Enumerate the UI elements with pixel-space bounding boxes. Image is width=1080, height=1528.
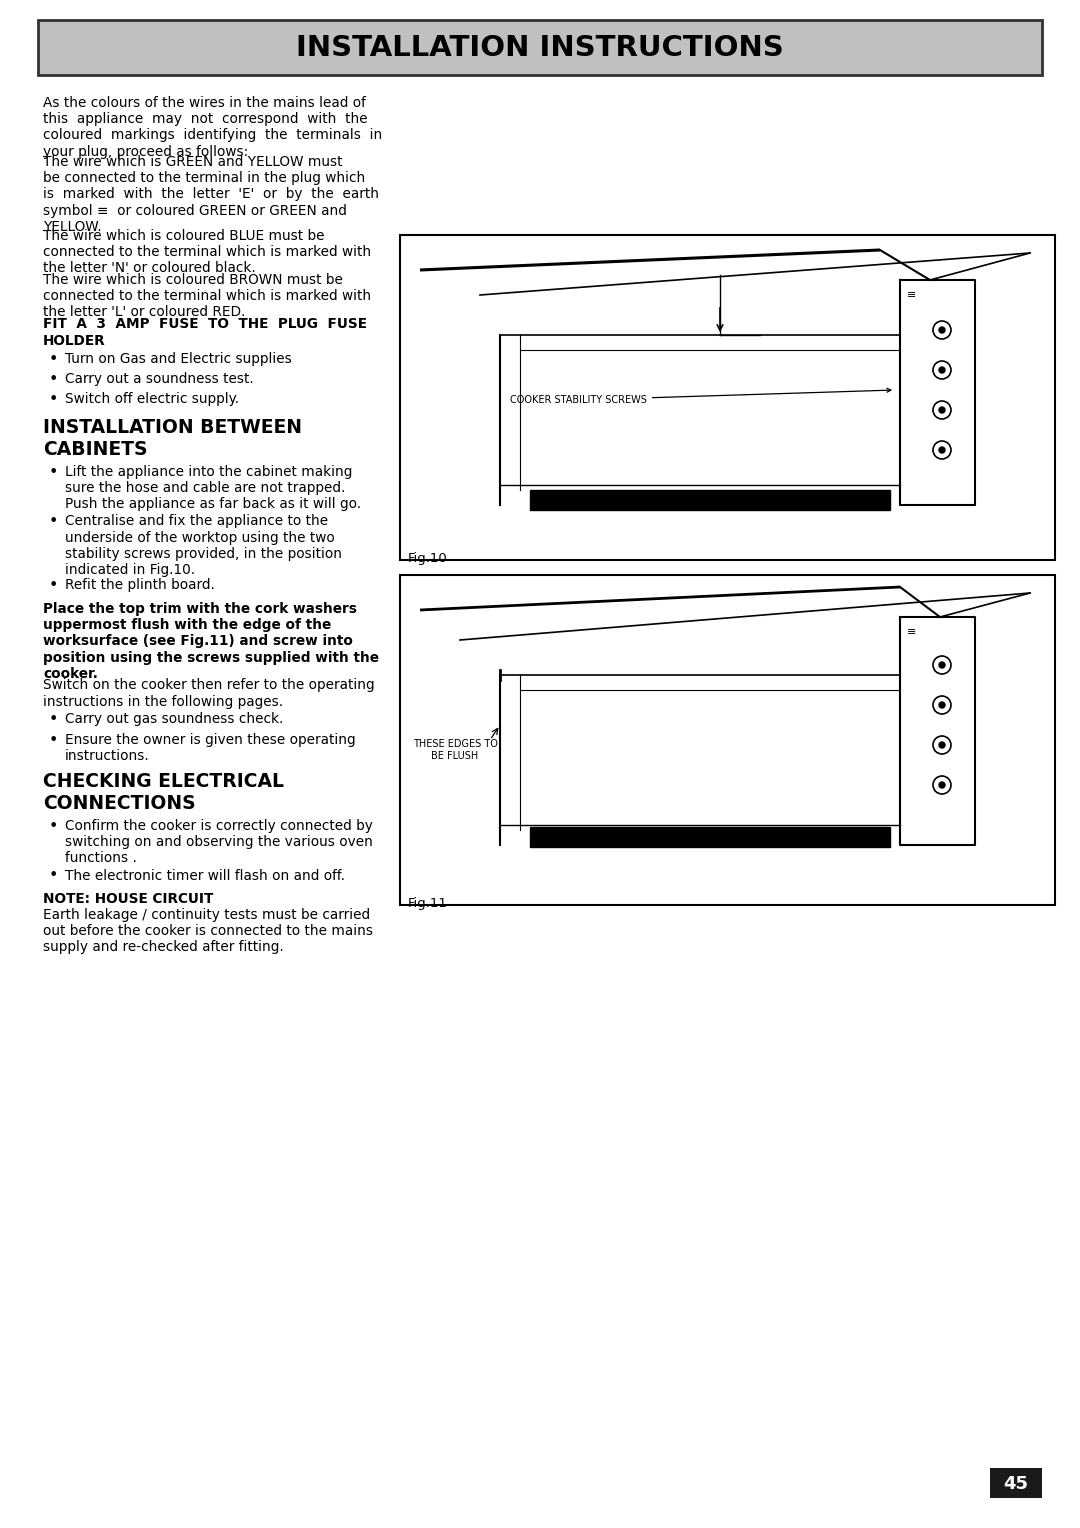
Text: Centralise and fix the appliance to the
underside of the worktop using the two
s: Centralise and fix the appliance to the …	[65, 515, 342, 578]
Circle shape	[939, 701, 945, 707]
Text: Carry out a soundness test.: Carry out a soundness test.	[65, 371, 254, 387]
Text: INSTALLATION BETWEEN
CABINETS: INSTALLATION BETWEEN CABINETS	[43, 419, 302, 458]
Text: The wire which is GREEN and YELLOW must
be connected to the terminal in the plug: The wire which is GREEN and YELLOW must …	[43, 154, 379, 234]
Text: The electronic timer will flash on and off.: The electronic timer will flash on and o…	[65, 868, 345, 883]
Text: Lift the appliance into the cabinet making
sure the hose and cable are not trapp: Lift the appliance into the cabinet maki…	[65, 465, 361, 512]
Text: Fig.10: Fig.10	[408, 552, 448, 565]
Text: •: •	[49, 819, 58, 834]
Text: Fig.11: Fig.11	[408, 897, 448, 911]
Bar	[38, 20, 1042, 75]
Text: Turn on Gas and Electric supplies: Turn on Gas and Electric supplies	[65, 351, 292, 365]
Text: Earth leakage / continuity tests must be carried
out before the cooker is connec: Earth leakage / continuity tests must be…	[43, 908, 373, 953]
Circle shape	[939, 782, 945, 788]
Circle shape	[939, 662, 945, 668]
Bar	[990, 1468, 1042, 1497]
Text: Refit the plinth board.: Refit the plinth board.	[65, 579, 215, 593]
Text: COOKER STABILITY SCREWS: COOKER STABILITY SCREWS	[510, 388, 891, 405]
Text: •: •	[49, 351, 58, 367]
Text: INSTALLATION INSTRUCTIONS: INSTALLATION INSTRUCTIONS	[296, 34, 784, 61]
Text: FIT  A  3  AMP  FUSE  TO  THE  PLUG  FUSE
HOLDER: FIT A 3 AMP FUSE TO THE PLUG FUSE HOLDER	[43, 318, 367, 348]
Text: ≡: ≡	[907, 290, 917, 299]
Text: ≡: ≡	[907, 626, 917, 637]
Text: 45: 45	[1003, 1475, 1028, 1493]
Circle shape	[939, 743, 945, 749]
Text: NOTE: HOUSE CIRCUIT: NOTE: HOUSE CIRCUIT	[43, 892, 214, 906]
Text: THESE EDGES TO
BE FLUSH: THESE EDGES TO BE FLUSH	[413, 740, 498, 761]
Text: Carry out gas soundness check.: Carry out gas soundness check.	[65, 712, 283, 726]
Text: •: •	[49, 733, 58, 749]
Text: •: •	[49, 371, 58, 387]
Text: •: •	[49, 868, 58, 883]
Text: •: •	[49, 515, 58, 530]
Text: The wire which is coloured BLUE must be
connected to the terminal which is marke: The wire which is coloured BLUE must be …	[43, 229, 372, 275]
Text: CHECKING ELECTRICAL
CONNECTIONS: CHECKING ELECTRICAL CONNECTIONS	[43, 772, 284, 813]
Text: Ensure the owner is given these operating
instructions.: Ensure the owner is given these operatin…	[65, 733, 355, 762]
Text: •: •	[49, 712, 58, 727]
Text: Confirm the cooker is correctly connected by
switching on and observing the vari: Confirm the cooker is correctly connecte…	[65, 819, 373, 865]
Text: Switch on the cooker then refer to the operating
instructions in the following p: Switch on the cooker then refer to the o…	[43, 678, 375, 709]
Bar	[530, 490, 890, 510]
Text: Place the top trim with the cork washers
uppermost flush with the edge of the
wo: Place the top trim with the cork washers…	[43, 602, 379, 681]
Circle shape	[939, 367, 945, 373]
Circle shape	[939, 327, 945, 333]
Text: The wire which is coloured BROWN must be
connected to the terminal which is mark: The wire which is coloured BROWN must be…	[43, 274, 372, 319]
Bar	[400, 575, 1055, 905]
Bar	[400, 235, 1055, 559]
Text: •: •	[49, 579, 58, 593]
Circle shape	[939, 448, 945, 452]
Bar	[530, 827, 890, 847]
Text: As the colours of the wires in the mains lead of
this  appliance  may  not  corr: As the colours of the wires in the mains…	[43, 96, 382, 159]
Text: Switch off electric supply.: Switch off electric supply.	[65, 393, 239, 406]
Text: •: •	[49, 393, 58, 408]
Text: •: •	[49, 465, 58, 480]
Circle shape	[939, 406, 945, 413]
